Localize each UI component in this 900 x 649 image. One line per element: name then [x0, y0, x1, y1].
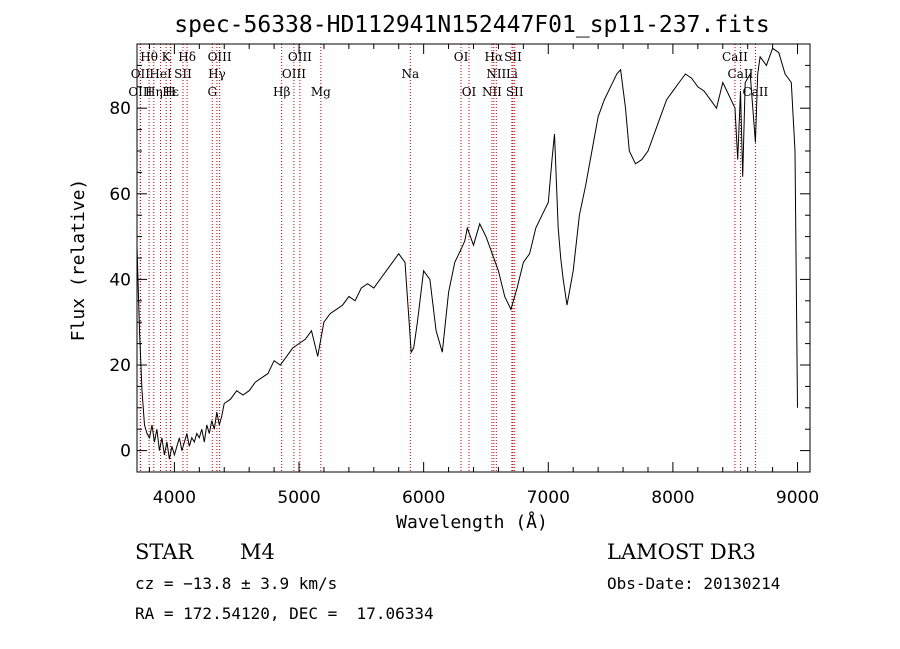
spectrum-series-line	[136, 47, 798, 460]
spectral-line-label: OIII	[282, 67, 306, 81]
y-axis-label: Flux (relative)	[68, 179, 89, 342]
spectral-line-label: Na	[401, 67, 419, 81]
survey-name: LAMOST DR3	[607, 540, 756, 564]
x-tick-label: 6000	[402, 488, 445, 508]
y-tick-label: 80	[109, 99, 131, 119]
spectral-line-label: OIII	[288, 50, 312, 64]
coordinates: RA = 172.54120, DEC = 17.06334	[135, 604, 434, 623]
spectral-line-label: OI	[462, 85, 477, 99]
spectral-line-label: OIII	[208, 50, 232, 64]
object-type: STAR	[135, 540, 194, 564]
spectral-line-label: OII	[131, 67, 151, 81]
spectral-line-label: G	[207, 85, 217, 99]
spectral-line-label: SII	[504, 50, 522, 64]
spectral-line-label: SII	[506, 85, 524, 99]
spectral-line-label: OI	[454, 50, 469, 64]
plot-frame	[136, 43, 811, 473]
spectral-line-label: CaII	[742, 85, 768, 99]
observation-date: Obs-Date: 20130214	[607, 574, 781, 593]
spectral-line-label: Hβ	[273, 85, 290, 99]
spectral-line-label: Li	[506, 67, 518, 81]
x-tick-label: 8000	[651, 488, 694, 508]
spectral-line-label: NII	[486, 67, 506, 81]
spectral-line-label: HeI	[149, 67, 172, 81]
spectral-line-label: Hα	[485, 50, 504, 64]
spectral-line-label: Hε	[162, 85, 179, 99]
spectral-line-label: CaII	[728, 67, 754, 81]
x-tick-label: 9000	[776, 488, 819, 508]
y-tick-label: 40	[109, 270, 131, 290]
y-tick-label: 0	[120, 442, 131, 462]
object-subclass: M4	[240, 540, 275, 564]
spectral-line-label: Hθ	[140, 50, 158, 64]
y-tick-label: 60	[109, 185, 131, 205]
x-axis-ticks: 4000 5000 6000 7000 8000 9000	[148, 44, 819, 508]
spectral-line-label: CaII	[722, 50, 748, 64]
spectral-line-label: Mg	[311, 85, 331, 99]
y-tick-label: 20	[109, 356, 131, 376]
spectral-line-label: K	[162, 50, 172, 64]
spectral-line-label: Hδ	[178, 50, 196, 64]
x-tick-label: 4000	[153, 488, 196, 508]
x-tick-label: 7000	[527, 488, 570, 508]
spectral-line-label: Hη	[145, 85, 163, 99]
spectral-line-label: OIII	[128, 85, 152, 99]
x-tick-label: 5000	[277, 488, 320, 508]
spectral-line-label: Hγ	[208, 67, 226, 81]
spectral-line-label: SII	[174, 67, 192, 81]
spectral-line-label: NII	[482, 85, 502, 99]
spectral-line-label: H	[165, 85, 175, 99]
y-axis-ticks: 0 20 40 60 80	[109, 43, 810, 473]
chart-title: spec-56338-HD112941N152447F01_sp11-237.f…	[174, 12, 769, 38]
redshift-cz: cz = −13.8 ± 3.9 km/s	[135, 574, 338, 593]
x-axis-label: Wavelength (Å)	[396, 511, 548, 533]
